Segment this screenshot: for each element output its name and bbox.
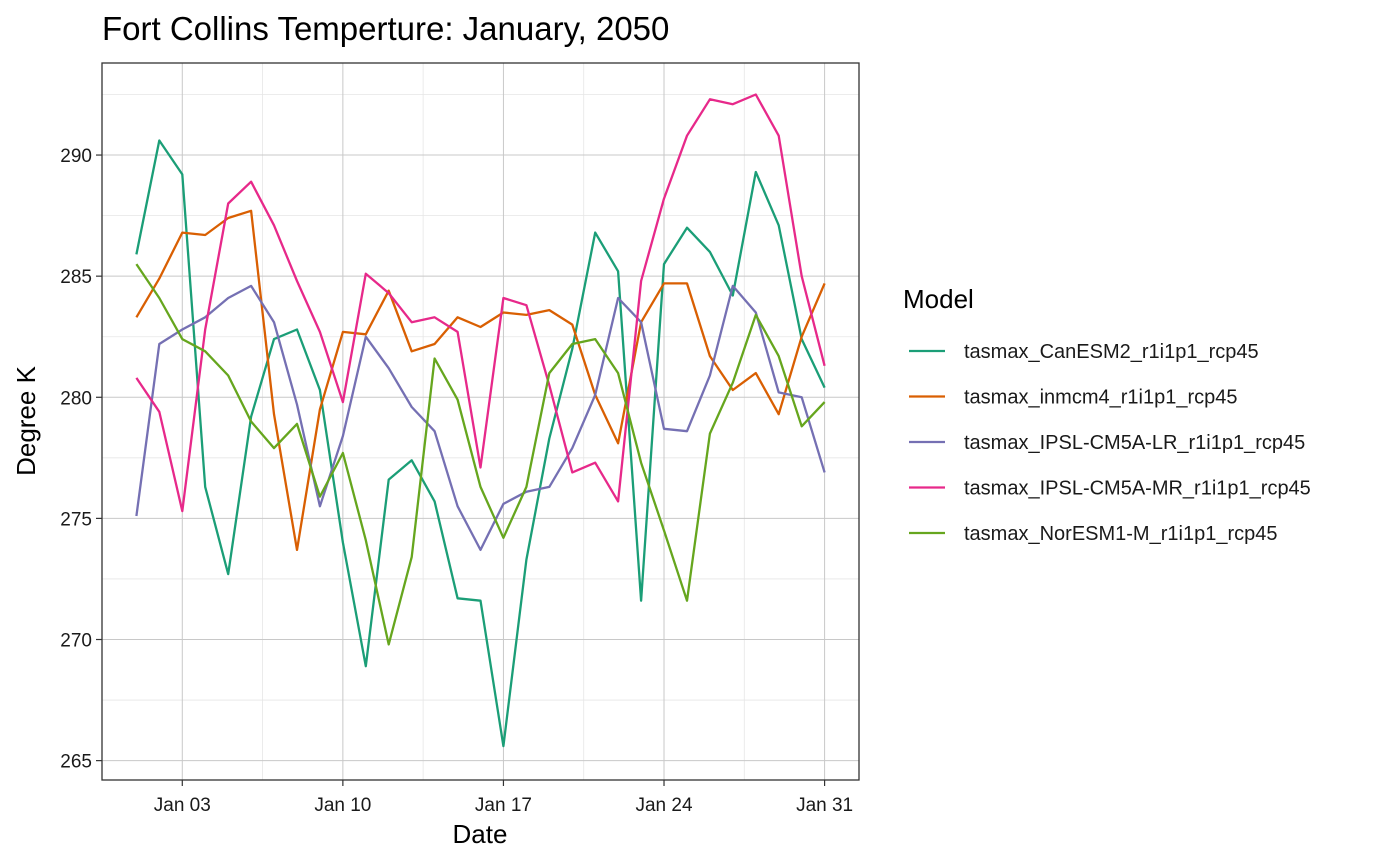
x-tick-label: Jan 31 [796, 795, 853, 816]
series-line-4 [135, 93, 826, 513]
y-tick-label: 285 [60, 267, 92, 288]
series-line-1 [135, 139, 826, 748]
panel-border [101, 62, 860, 781]
y-axis: 265 270 275 280 285 290 [60, 146, 102, 773]
x-axis-title: Date [453, 819, 508, 849]
chart-title: Fort Collins Temperture: January, 2050 [102, 10, 669, 47]
x-tick-label: Jan 10 [314, 795, 371, 816]
legend-label: tasmax_IPSL-CM5A-LR_r1i1p1_rcp45 [964, 432, 1305, 454]
x-tick-label: Jan 17 [475, 795, 532, 816]
series-lines [135, 93, 826, 748]
y-axis-title: Degree K [11, 365, 41, 475]
major-gridlines [102, 63, 859, 780]
y-tick-label: 280 [60, 388, 92, 409]
y-tick-label: 290 [60, 146, 92, 167]
legend-label: tasmax_CanESM2_r1i1p1_rcp45 [964, 341, 1259, 363]
plot-panel [102, 63, 859, 780]
legend-title: Model [903, 284, 974, 314]
x-tick-label: Jan 24 [635, 795, 692, 816]
legend-label: tasmax_inmcm4_r1i1p1_rcp45 [964, 387, 1237, 409]
legend-label: tasmax_IPSL-CM5A-MR_r1i1p1_rcp45 [964, 478, 1311, 500]
y-tick-label: 270 [60, 631, 92, 652]
series-line-3 [135, 284, 826, 552]
legend: Model tasmax_CanESM2_r1i1p1_rcp45 tasmax_… [903, 284, 1311, 545]
y-tick-label: 275 [60, 509, 92, 530]
x-axis: Jan 03 Jan 10 Jan 17 Jan 24 Jan 31 [154, 780, 853, 816]
series-line-5 [135, 263, 826, 646]
series-line-2 [135, 209, 826, 552]
legend-label: tasmax_NorESM1-M_r1i1p1_rcp45 [964, 523, 1277, 545]
y-tick-label: 265 [60, 752, 92, 773]
x-tick-label: Jan 03 [154, 795, 211, 816]
